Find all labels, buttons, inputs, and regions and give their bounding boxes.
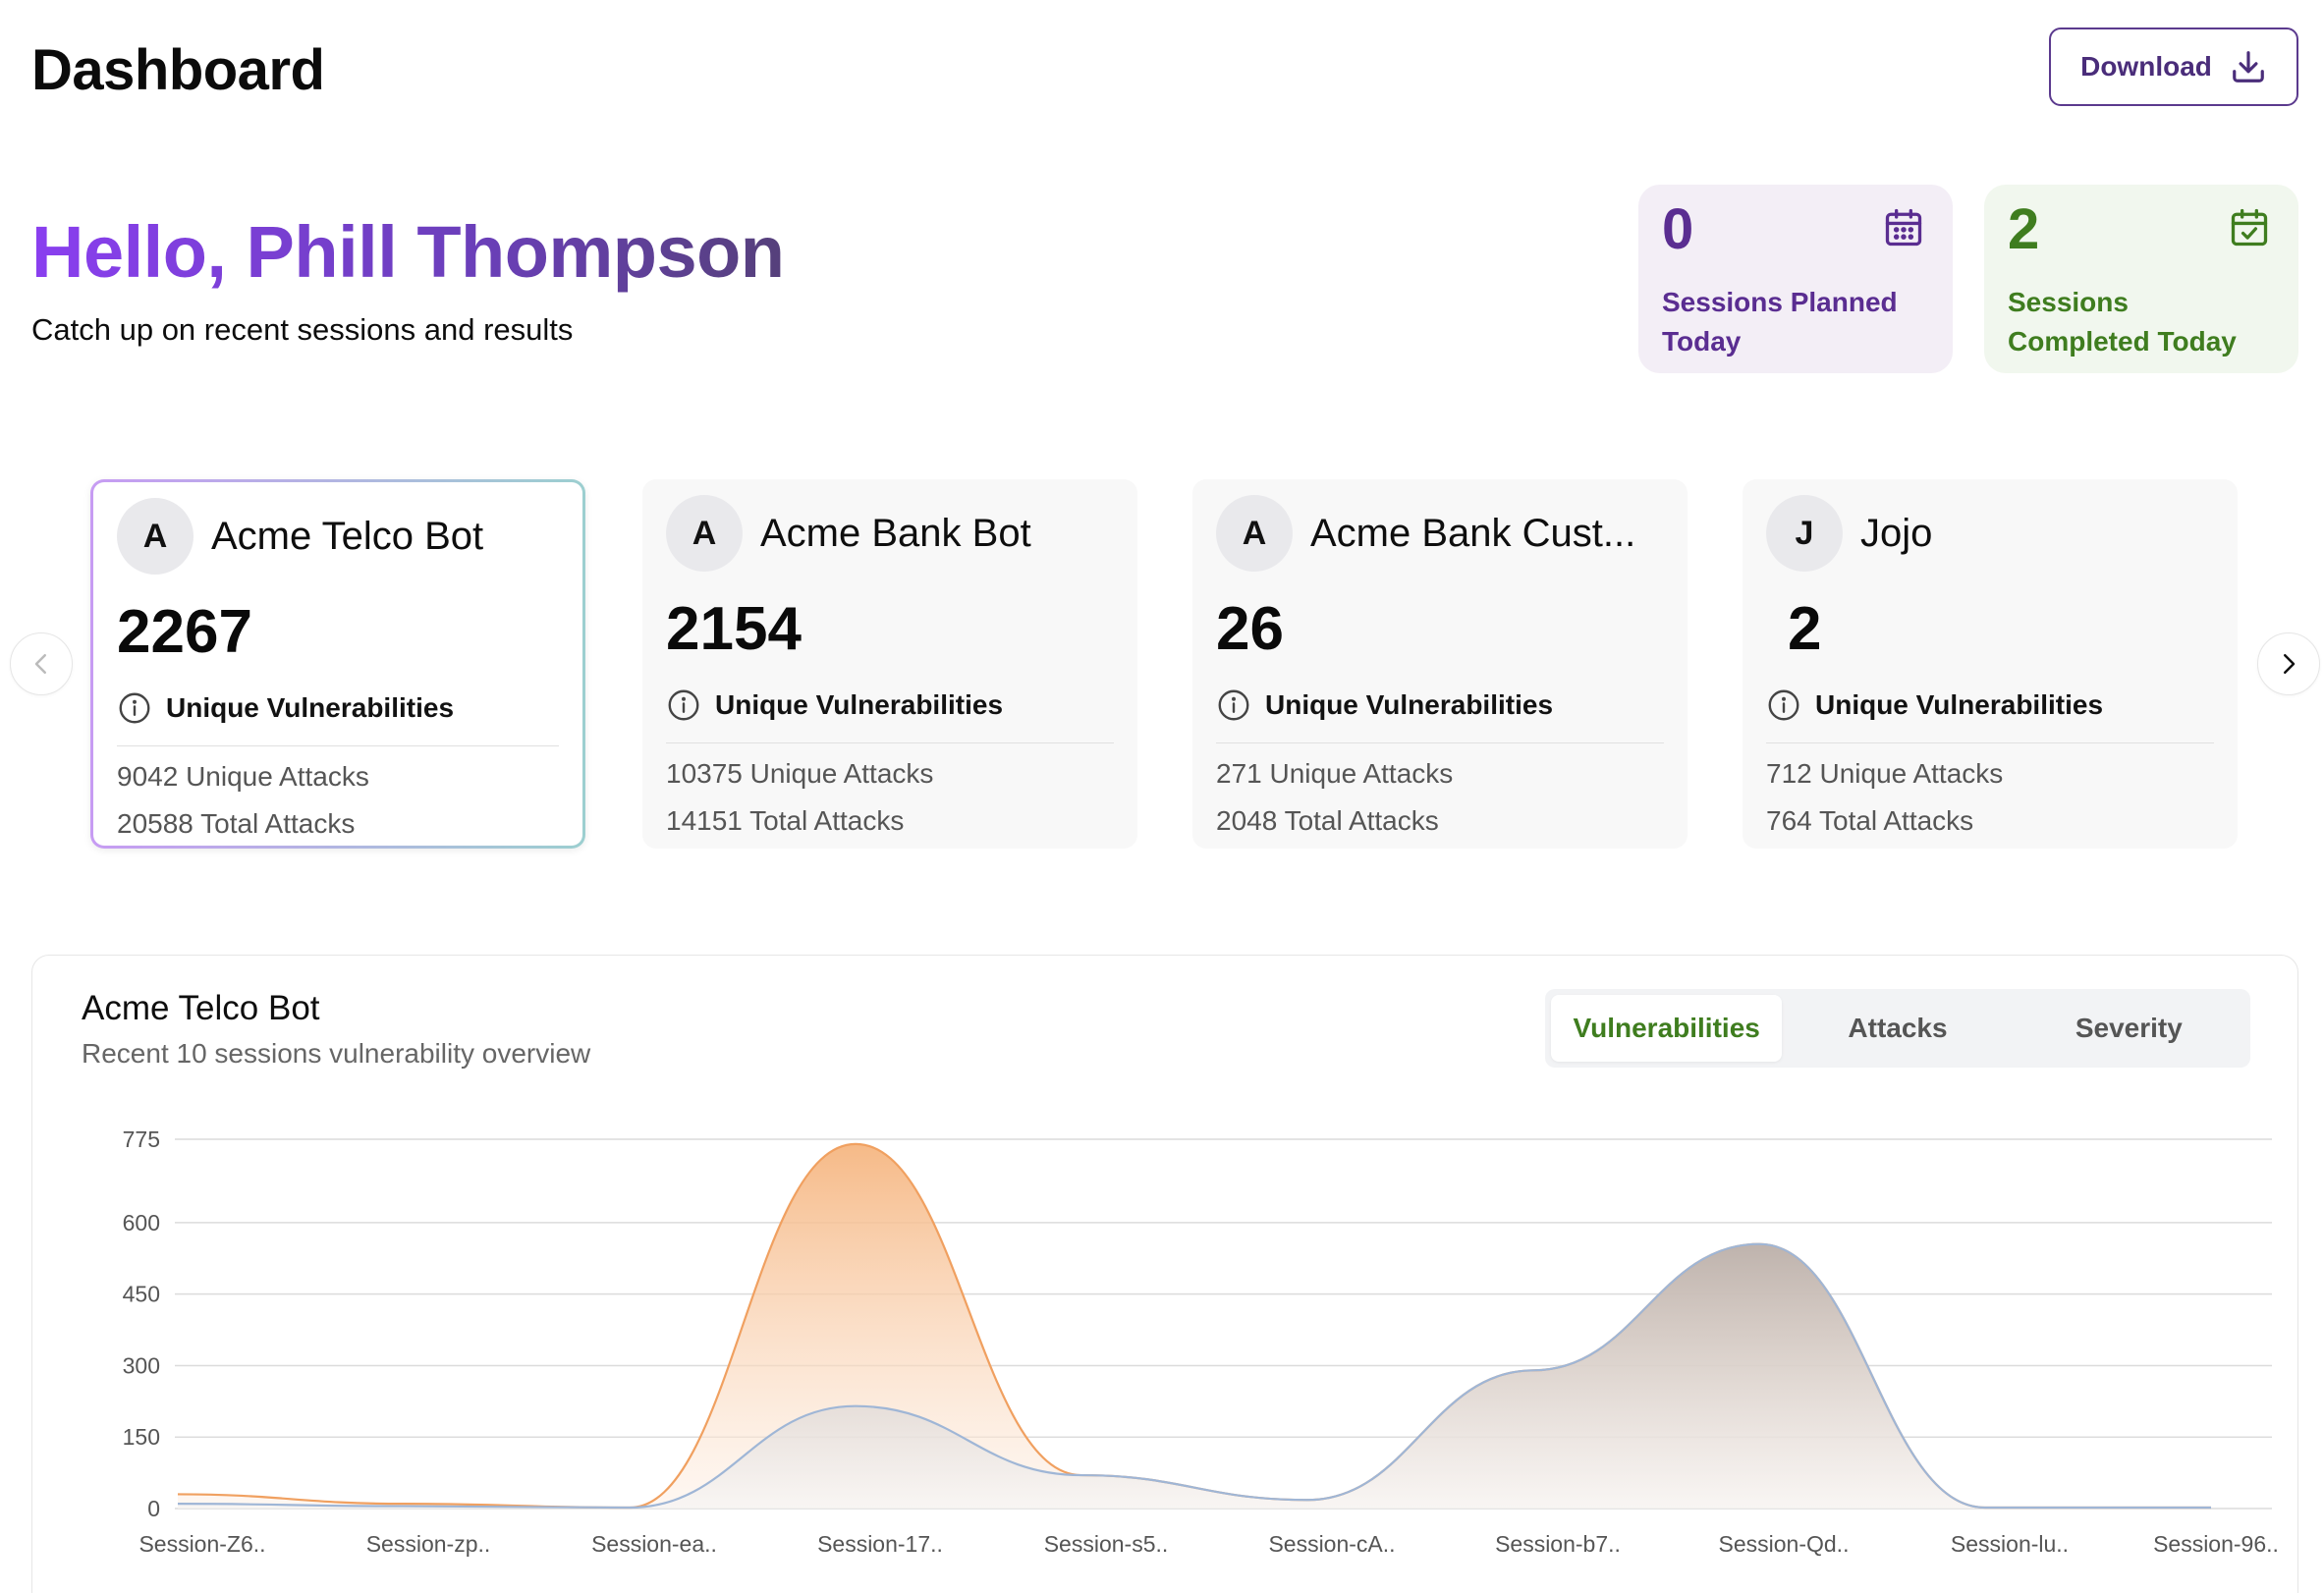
x-tick-label: Session-cA..	[1268, 1531, 1395, 1557]
bot-vulnerability-label-row: Unique Vulnerabilities	[117, 690, 559, 746]
bot-vulnerability-label: Unique Vulnerabilities	[715, 689, 1004, 720]
bot-unique-attacks: 712 Unique Attacks	[1766, 758, 2004, 789]
bot-total-attacks: 20588 Total Attacks	[117, 808, 356, 839]
sessions-planned-card[interactable]: 0 Sessions Planned Today	[1638, 185, 1953, 373]
greeting-heading: Hello, Phill Thompson	[31, 211, 785, 293]
sessions-completed-card[interactable]: 2 Sessions Completed Today	[1984, 185, 2298, 373]
sessions-completed-value: 2	[2008, 197, 2040, 261]
series-line-2	[177, 1242, 2211, 1510]
bot-card[interactable]: A Acme Bank Cust... 26 Unique Vulnerabil…	[1192, 479, 1688, 849]
bot-total-attacks: 2048 Total Attacks	[1216, 805, 1439, 836]
x-tick-label: Session-ea..	[591, 1531, 717, 1557]
chart-panel: 0 150 300 450 600 775 Session-Z6.. Session-zp..…	[31, 955, 2298, 1593]
bot-unique-attacks: 271 Unique Attacks	[1216, 758, 1454, 789]
x-tick-label: Session-lu..	[1951, 1531, 2069, 1557]
sessions-planned-label: Sessions Planned Today	[1662, 286, 1898, 357]
bot-vulnerability-label-row: Unique Vulnerabilities	[1216, 687, 1664, 743]
bot-card[interactable]: A Acme Telco Bot 2267 Unique Vulnerabili…	[90, 479, 585, 849]
avatar: A	[117, 498, 194, 575]
sessions-planned-value: 0	[1662, 197, 1694, 261]
bot-card[interactable]: A Acme Bank Bot 2154 Unique Vulnerabilit…	[642, 479, 1137, 849]
carousel-next-button[interactable]	[2257, 632, 2320, 695]
tab-vulnerabilities[interactable]: Vulnerabilities	[1551, 995, 1783, 1062]
vulnerability-area-chart: 0 150 300 450 600 775 Session-Z6.. Session-zp..…	[123, 1126, 2279, 1557]
info-icon[interactable]	[117, 690, 152, 726]
avatar: A	[666, 495, 743, 572]
page-title: Dashboard	[31, 38, 325, 102]
chart-title: Acme Telco Bot	[82, 989, 320, 1027]
bot-name: Acme Telco Bot	[211, 514, 484, 558]
info-icon[interactable]	[666, 687, 701, 723]
y-tick-label: 150	[123, 1424, 160, 1450]
x-tick-label: Session-b7..	[1495, 1531, 1621, 1557]
chart-subtitle: Recent 10 sessions vulnerability overvie…	[82, 1038, 591, 1069]
carousel-prev-button[interactable]	[10, 632, 73, 695]
avatar: J	[1766, 495, 1843, 572]
chevron-right-icon	[2284, 654, 2296, 674]
y-tick-label: 0	[147, 1496, 160, 1521]
bot-unique-attacks: 9042 Unique Attacks	[117, 761, 369, 792]
bot-vulnerability-label-row: Unique Vulnerabilities	[1766, 687, 2214, 743]
avatar: A	[1216, 495, 1293, 572]
calendar-icon	[1885, 208, 1922, 247]
y-tick-label: 775	[123, 1126, 160, 1152]
download-button[interactable]: Download	[2049, 27, 2298, 106]
x-tick-label: Session-17..	[817, 1531, 943, 1557]
bot-name: Acme Bank Cust...	[1310, 511, 1636, 555]
bot-vulnerability-label-row: Unique Vulnerabilities	[666, 687, 1114, 743]
series-area-2	[178, 1243, 2211, 1509]
bot-total-attacks: 764 Total Attacks	[1766, 805, 1974, 836]
tab-attacks[interactable]: Attacks	[1848, 1013, 1948, 1043]
download-icon	[2233, 51, 2264, 82]
sessions-completed-label: Sessions Completed Today	[2008, 286, 2237, 357]
x-tick-label: Session-96..	[2153, 1531, 2279, 1557]
greeting-subtitle: Catch up on recent sessions and results	[31, 312, 574, 347]
x-tick-label: Session-Qd..	[1719, 1531, 1850, 1557]
bot-total-attacks: 14151 Total Attacks	[666, 805, 905, 836]
bot-name: Acme Bank Bot	[760, 511, 1031, 555]
y-tick-label: 450	[123, 1282, 160, 1307]
calendar-check-icon	[2231, 208, 2268, 247]
bot-vulnerability-count: 2154	[666, 595, 802, 663]
chevron-left-icon	[34, 654, 46, 674]
info-icon[interactable]	[1766, 687, 1801, 723]
bot-vulnerability-label: Unique Vulnerabilities	[166, 692, 455, 723]
bot-card[interactable]: J Jojo 2 Unique Vulnerabilities 712 Uniq…	[1743, 479, 2238, 849]
download-label: Download	[2080, 51, 2212, 82]
bot-vulnerability-count: 2	[1788, 595, 1822, 663]
info-icon[interactable]	[1216, 687, 1251, 723]
x-tick-label: Session-zp..	[366, 1531, 491, 1557]
bot-vulnerability-label: Unique Vulnerabilities	[1265, 689, 1554, 720]
bot-unique-attacks: 10375 Unique Attacks	[666, 758, 934, 789]
bot-name: Jojo	[1860, 511, 1933, 555]
bot-vulnerability-label: Unique Vulnerabilities	[1815, 689, 2104, 720]
x-tick-label: Session-s5..	[1044, 1531, 1169, 1557]
x-tick-label: Session-Z6..	[138, 1531, 265, 1557]
y-tick-label: 600	[123, 1210, 160, 1236]
bot-vulnerability-count: 2267	[117, 598, 252, 666]
bot-vulnerability-count: 26	[1216, 595, 1284, 663]
tab-severity[interactable]: Severity	[2075, 1013, 2183, 1043]
y-tick-label: 300	[123, 1352, 160, 1378]
chart-tabs: Vulnerabilities Attacks Severity	[1545, 989, 2250, 1068]
